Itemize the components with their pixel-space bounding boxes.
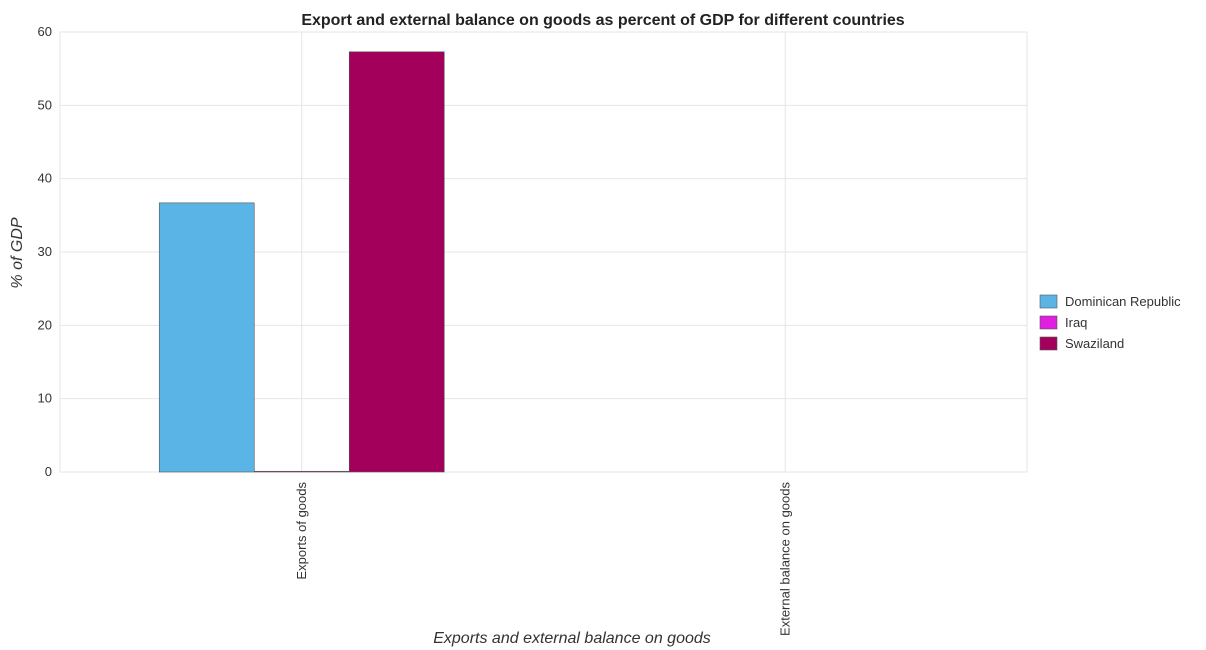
chart-title: Export and external balance on goods as … <box>301 12 904 29</box>
legend-label: Dominican Republic <box>1065 294 1181 309</box>
legend-label: Swaziland <box>1065 336 1124 351</box>
x-tick-label: Exports of goods <box>294 482 309 580</box>
x-tick-label: External balance on goods <box>777 482 792 636</box>
y-tick-label: 60 <box>38 24 52 39</box>
y-tick-label: 40 <box>38 171 52 186</box>
y-tick-label: 20 <box>38 317 52 332</box>
y-tick-label: 50 <box>38 97 52 112</box>
y-axis-label: % of GDP <box>9 217 26 288</box>
y-tick-label: 10 <box>38 391 52 406</box>
bar-dominican-republic <box>158 202 255 473</box>
legend-label: Iraq <box>1065 315 1087 330</box>
legend-swatch <box>1039 336 1058 351</box>
x-axis-label: Exports and external balance on goods <box>433 630 711 647</box>
y-tick-label: 0 <box>45 464 52 479</box>
bar-swaziland <box>348 51 445 473</box>
y-tick-label: 30 <box>38 244 52 259</box>
legend-swatch <box>1039 315 1058 330</box>
bars <box>158 51 445 473</box>
bar-iraq <box>253 470 350 473</box>
axes: 0 10 20 30 40 50 60 Exports of goods External ba… <box>38 24 793 636</box>
legend-swatch <box>1039 294 1058 309</box>
legend: Dominican Republic Iraq Swaziland <box>1039 294 1181 351</box>
